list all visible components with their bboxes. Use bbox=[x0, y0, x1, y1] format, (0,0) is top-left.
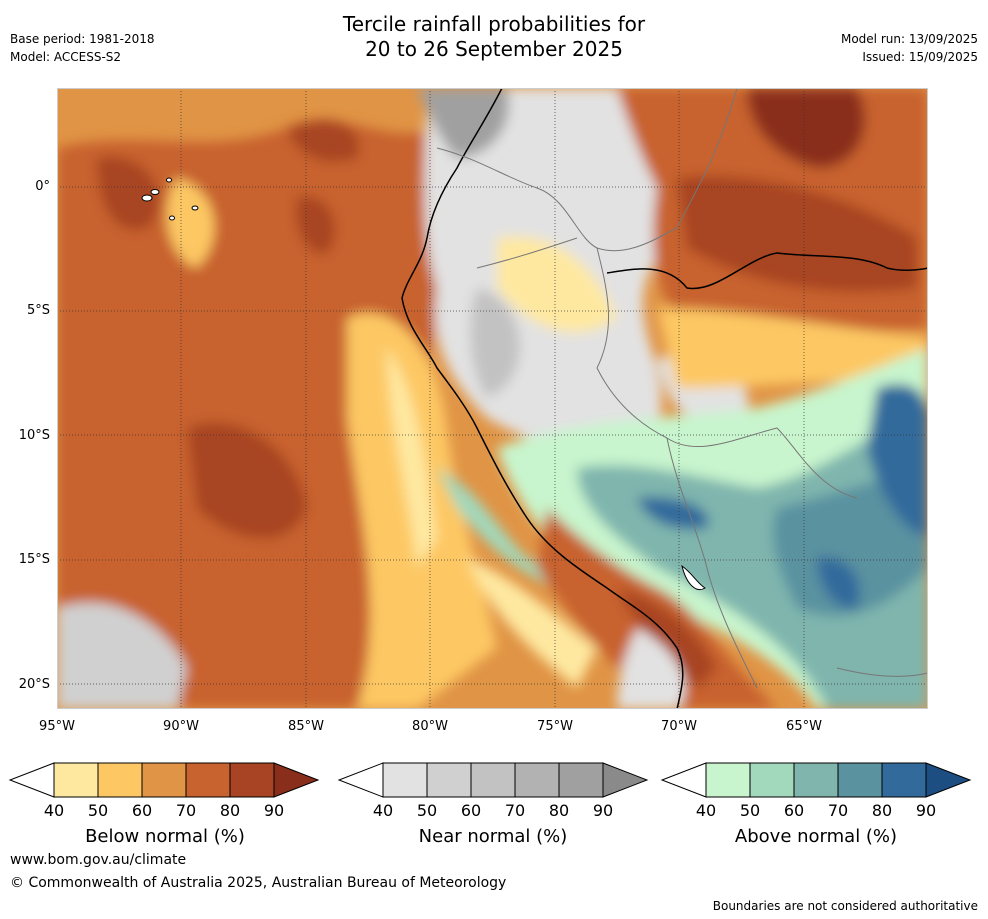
near-40-south-region bbox=[617, 628, 685, 709]
model-text: Model: ACCESS-S2 bbox=[10, 50, 122, 64]
near-60-region bbox=[470, 288, 520, 398]
website-link[interactable]: www.bom.gov.au/climate bbox=[10, 852, 187, 868]
cb-below-tick-40: 40 bbox=[43, 801, 65, 820]
lat-label-10s: 10°S bbox=[18, 428, 50, 443]
colorbar-near-normal bbox=[337, 762, 649, 798]
cb-above-tick-70: 70 bbox=[827, 801, 849, 820]
cb-above-tick-60: 60 bbox=[783, 801, 805, 820]
colorbar-near-title: Near normal (%) bbox=[418, 826, 568, 847]
disclaimer-text: Boundaries are not considered authoritat… bbox=[712, 899, 978, 913]
cb-above-tick-80: 80 bbox=[871, 801, 893, 820]
map-svg bbox=[57, 88, 928, 709]
below-80-region-b bbox=[97, 156, 159, 230]
cb-near-tick-60: 60 bbox=[460, 801, 482, 820]
colorbar-above-upper-extension bbox=[925, 762, 972, 798]
model-run-text: Model run: 13/09/2025 bbox=[840, 32, 978, 46]
colorbar-above-title: Above normal (%) bbox=[734, 826, 898, 847]
below-80-northeast-region bbox=[677, 176, 917, 292]
lake-titicaca bbox=[681, 564, 706, 590]
colorbar-above-segment-1 bbox=[749, 762, 795, 798]
colorbar-above-segment-0 bbox=[705, 762, 751, 798]
lat-label-0: 0° bbox=[35, 179, 50, 194]
lat-label-15s: 15°S bbox=[18, 552, 50, 567]
below-80-region-d bbox=[296, 196, 336, 254]
coastline bbox=[401, 88, 684, 709]
colorbar-above-lower-extension bbox=[660, 762, 707, 798]
cb-below-tick-70: 70 bbox=[175, 801, 197, 820]
cb-above-tick-50: 50 bbox=[739, 801, 761, 820]
near-80-region bbox=[417, 88, 509, 158]
colorbar-near-segment-1 bbox=[426, 762, 472, 798]
page-title: Tercile rainfall probabilities for 20 to… bbox=[0, 12, 988, 62]
colorbar-below-normal bbox=[8, 762, 320, 798]
above-70-region bbox=[773, 468, 928, 616]
country-boundaries bbox=[436, 88, 928, 689]
lat-label-5s: 5°S bbox=[26, 303, 50, 318]
cb-below-tick-50: 50 bbox=[87, 801, 109, 820]
rainfall-probability-map bbox=[57, 88, 928, 709]
map-gridlines bbox=[57, 88, 928, 709]
colorbar-near-segment-3 bbox=[514, 762, 560, 798]
cb-below-tick-80: 80 bbox=[219, 801, 241, 820]
colorbar-below-segment-0 bbox=[53, 762, 99, 798]
below-60-belt bbox=[657, 308, 928, 388]
below-60-region-a bbox=[166, 178, 215, 268]
above-50-coast-region bbox=[437, 468, 566, 588]
lon-label-80w: 80°W bbox=[412, 719, 448, 734]
below-80-region-c bbox=[287, 119, 359, 162]
issued-text: Issued: 15/09/2025 bbox=[862, 50, 978, 64]
cb-above-tick-40: 40 bbox=[695, 801, 717, 820]
colorbar-below-title: Below normal (%) bbox=[85, 826, 245, 847]
lon-label-85w: 85°W bbox=[288, 719, 324, 734]
colorbar-near-upper-extension bbox=[602, 762, 649, 798]
below-50-south-region bbox=[467, 558, 597, 688]
colorbar-below-upper-extension bbox=[273, 762, 320, 798]
colorbar-near-segment-2 bbox=[470, 762, 516, 798]
lon-label-95w: 95°W bbox=[39, 719, 75, 734]
colorbar-near-lower-extension bbox=[337, 762, 384, 798]
lon-label-70w: 70°W bbox=[661, 719, 697, 734]
lat-label-20s: 20°S bbox=[18, 677, 50, 692]
cb-below-tick-60: 60 bbox=[131, 801, 153, 820]
colorbars bbox=[8, 762, 972, 798]
below-50-region-coast bbox=[387, 348, 437, 568]
cb-above-tick-90: 90 bbox=[915, 801, 937, 820]
above-80-region-south bbox=[817, 557, 860, 609]
near-normal-ocean-region bbox=[57, 602, 187, 709]
colorbar-above-segment-2 bbox=[793, 762, 839, 798]
colorbar-below-segment-3 bbox=[185, 762, 231, 798]
below-80-region-a bbox=[187, 422, 307, 539]
colorbar-near-segment-0 bbox=[382, 762, 428, 798]
title-line-1: Tercile rainfall probabilities for bbox=[342, 12, 646, 36]
base-period-text: Base period: 1981-2018 bbox=[10, 32, 155, 46]
title-line-2: 20 to 26 September 2025 bbox=[365, 37, 623, 61]
lon-label-90w: 90°W bbox=[163, 719, 199, 734]
cb-near-tick-90: 90 bbox=[592, 801, 614, 820]
below-70-ocean-region bbox=[57, 122, 457, 708]
cb-below-tick-90: 90 bbox=[263, 801, 285, 820]
colorbar-above-segment-4 bbox=[881, 762, 927, 798]
galapagos-islands bbox=[141, 177, 199, 221]
colorbar-near-segment-4 bbox=[558, 762, 604, 798]
cb-near-tick-50: 50 bbox=[416, 801, 438, 820]
below-50-region-land bbox=[497, 236, 617, 333]
below-90-region bbox=[747, 88, 865, 168]
lon-label-65w: 65°W bbox=[786, 719, 822, 734]
cb-near-tick-70: 70 bbox=[504, 801, 526, 820]
copyright-text: © Commonwealth of Australia 2025, Austra… bbox=[10, 875, 507, 891]
colorbar-below-lower-extension bbox=[8, 762, 55, 798]
above-80-region-east bbox=[867, 384, 928, 538]
colorbar-below-segment-2 bbox=[141, 762, 187, 798]
colorbar-above-normal bbox=[660, 762, 972, 798]
lon-label-75w: 75°W bbox=[537, 719, 573, 734]
cb-near-tick-80: 80 bbox=[548, 801, 570, 820]
cb-near-tick-40: 40 bbox=[372, 801, 394, 820]
colorbar-above-segment-3 bbox=[837, 762, 883, 798]
above-80-region-center bbox=[637, 497, 709, 530]
above-60-region bbox=[577, 408, 928, 709]
colorbar-below-segment-1 bbox=[97, 762, 143, 798]
colorbar-below-segment-4 bbox=[229, 762, 275, 798]
amazon-river bbox=[606, 252, 928, 290]
